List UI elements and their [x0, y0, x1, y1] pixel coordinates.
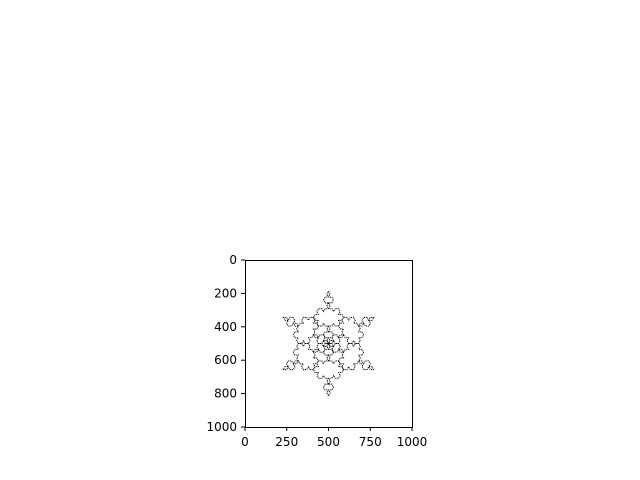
x-tick-label: 250: [275, 435, 298, 449]
y-axis-ticks: 0 200 400 600 800 1000: [206, 253, 245, 434]
x-tick-label: 0: [241, 435, 249, 449]
y-tick-label: 800: [214, 387, 237, 401]
y-tick-label: 1000: [206, 420, 237, 434]
x-tick-label: 750: [359, 435, 382, 449]
y-tick-label: 600: [214, 353, 237, 367]
plot-area: [245, 260, 413, 428]
x-tick-label: 1000: [397, 435, 428, 449]
x-tick-label: 500: [317, 435, 340, 449]
fractal-image: [282, 290, 375, 397]
y-tick-label: 0: [229, 253, 237, 267]
fractal-outline-inner: [282, 316, 375, 397]
y-tick-label: 200: [214, 286, 237, 300]
y-tick-label: 400: [214, 320, 237, 334]
x-axis-ticks: 0 250 500 750 1000: [241, 427, 427, 449]
